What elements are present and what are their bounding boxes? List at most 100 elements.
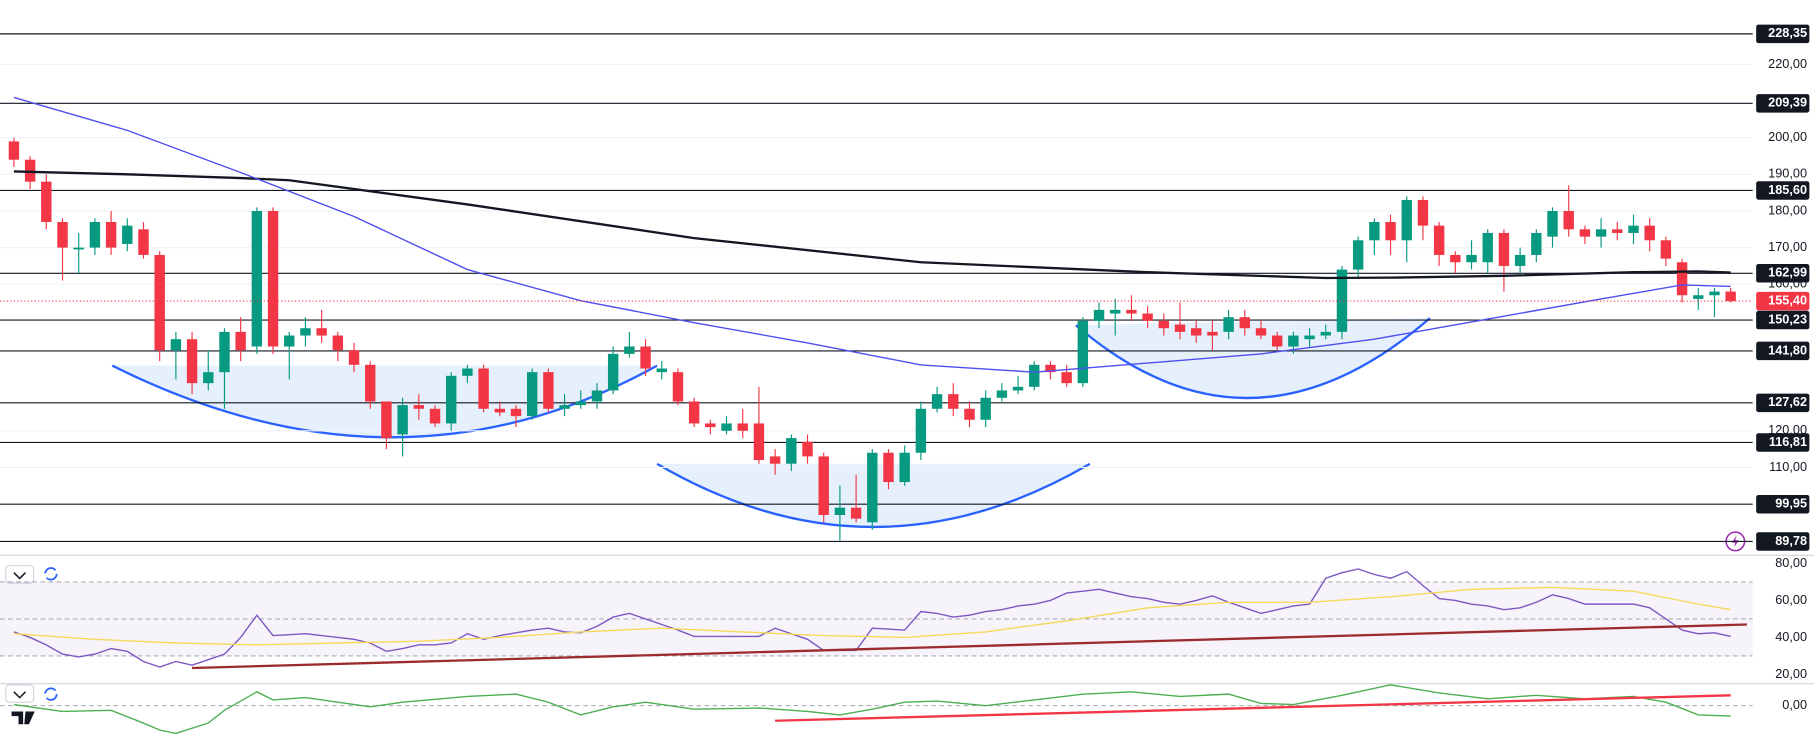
- candle-body: [802, 441, 813, 457]
- candle-body: [1304, 335, 1315, 340]
- candle-body: [543, 372, 554, 409]
- candle-body: [8, 141, 20, 160]
- candle-body: [964, 408, 975, 420]
- candle-body: [1255, 328, 1267, 336]
- collapse-button[interactable]: [5, 565, 35, 584]
- candle-body: [915, 408, 927, 453]
- candle-body: [1709, 291, 1720, 296]
- candle-body: [1676, 262, 1688, 296]
- series-line: [13, 684, 1731, 735]
- chart-root: 220,00200,00190,00180,00170,00160,00120,…: [0, 24, 1814, 735]
- level-label-box: [1756, 341, 1810, 361]
- candle-body: [1725, 291, 1736, 302]
- level-label-box: [1756, 433, 1810, 452]
- candle-body: [948, 394, 959, 409]
- candle-body: [1369, 221, 1380, 241]
- collapse-button[interactable]: [5, 684, 35, 703]
- candle-body: [235, 331, 246, 351]
- candle-body: [1660, 240, 1672, 259]
- level-label: 141,80: [1768, 342, 1807, 357]
- y-tick-label: 190,00: [1768, 166, 1807, 181]
- candle-body: [1433, 225, 1445, 255]
- candle-body: [186, 339, 198, 384]
- candle-body: [1628, 225, 1639, 233]
- candle-body: [1547, 210, 1558, 237]
- candle-body: [462, 368, 473, 376]
- candle-body: [1450, 254, 1461, 263]
- candle-body: [1385, 221, 1396, 241]
- candle-body: [1029, 364, 1040, 387]
- panel: 220,00200,00190,00180,00170,00160,00120,…: [0, 24, 1810, 551]
- panel: 80,00 60,00 40,00 20,00: [0, 555, 1807, 681]
- candle-body: [24, 159, 36, 182]
- y-tick-label: 220,00: [1768, 56, 1807, 71]
- candle-body: [834, 507, 846, 516]
- candle-body: [1644, 225, 1655, 241]
- candle-body: [478, 368, 489, 409]
- candle-body: [365, 364, 376, 402]
- candle-body: [1693, 295, 1704, 299]
- level-label-box: [1756, 310, 1810, 330]
- candle-body: [41, 181, 52, 222]
- candle-body: [1531, 232, 1542, 255]
- candle-body: [1288, 335, 1299, 347]
- candle-body: [300, 328, 311, 336]
- panel: 0,00: [0, 684, 1807, 735]
- candle-body: [1482, 232, 1493, 263]
- candle-body: [753, 423, 765, 461]
- candle-body: [1336, 269, 1348, 332]
- candle-body: [251, 210, 263, 347]
- candle-body: [267, 210, 279, 347]
- level-label: 228,35: [1768, 25, 1807, 40]
- candle-body: [413, 405, 425, 409]
- y-tick-label: 80,00: [1775, 555, 1807, 570]
- series-line: [13, 568, 1731, 668]
- series-line: [192, 623, 1747, 670]
- logo-mark: [11, 711, 35, 725]
- candle-body: [1061, 372, 1072, 384]
- candle-body: [203, 372, 214, 384]
- candle-body: [1563, 210, 1574, 230]
- candle-body: [867, 452, 878, 523]
- candle-body: [284, 335, 295, 347]
- candle-body: [316, 328, 327, 336]
- series-line: [13, 170, 1731, 280]
- candle-body: [850, 507, 862, 519]
- candle-body: [721, 423, 732, 431]
- candle-body: [996, 390, 1008, 398]
- candle-body: [332, 335, 344, 351]
- candle-body: [1158, 320, 1170, 329]
- level-label-box: [1756, 181, 1810, 200]
- series-line: [775, 694, 1731, 722]
- refresh-icon[interactable]: [44, 567, 58, 581]
- level-label-box: [1756, 94, 1810, 113]
- candle-body: [1045, 364, 1056, 373]
- level-label-box: [1756, 494, 1810, 514]
- candle-body: [494, 408, 506, 413]
- candle-body: [1466, 254, 1477, 263]
- candle-body: [931, 394, 943, 409]
- candle-body: [1514, 254, 1526, 266]
- cup-pattern-arc: [656, 462, 1091, 529]
- candle-body: [1110, 309, 1121, 314]
- level-label: 162,99: [1768, 265, 1807, 280]
- refresh-icon[interactable]: [44, 687, 58, 701]
- candle-body: [769, 456, 781, 464]
- candle-body: [1498, 232, 1510, 266]
- logo: [11, 711, 35, 725]
- candle-body: [899, 452, 910, 483]
- last-price-label: 155,40: [1768, 292, 1807, 307]
- candle-body: [73, 247, 84, 250]
- candle-body: [446, 375, 457, 424]
- level-label-box: [1756, 24, 1810, 44]
- candle-body: [1207, 331, 1218, 336]
- y-tick-label: 200,00: [1768, 129, 1807, 144]
- candle-body: [1239, 317, 1251, 329]
- candle-body: [170, 339, 182, 351]
- candle-body: [154, 254, 165, 351]
- level-label-box: [1756, 264, 1810, 283]
- candle-body: [607, 353, 619, 391]
- candle-body: [1191, 328, 1202, 336]
- candle-body: [1320, 331, 1331, 336]
